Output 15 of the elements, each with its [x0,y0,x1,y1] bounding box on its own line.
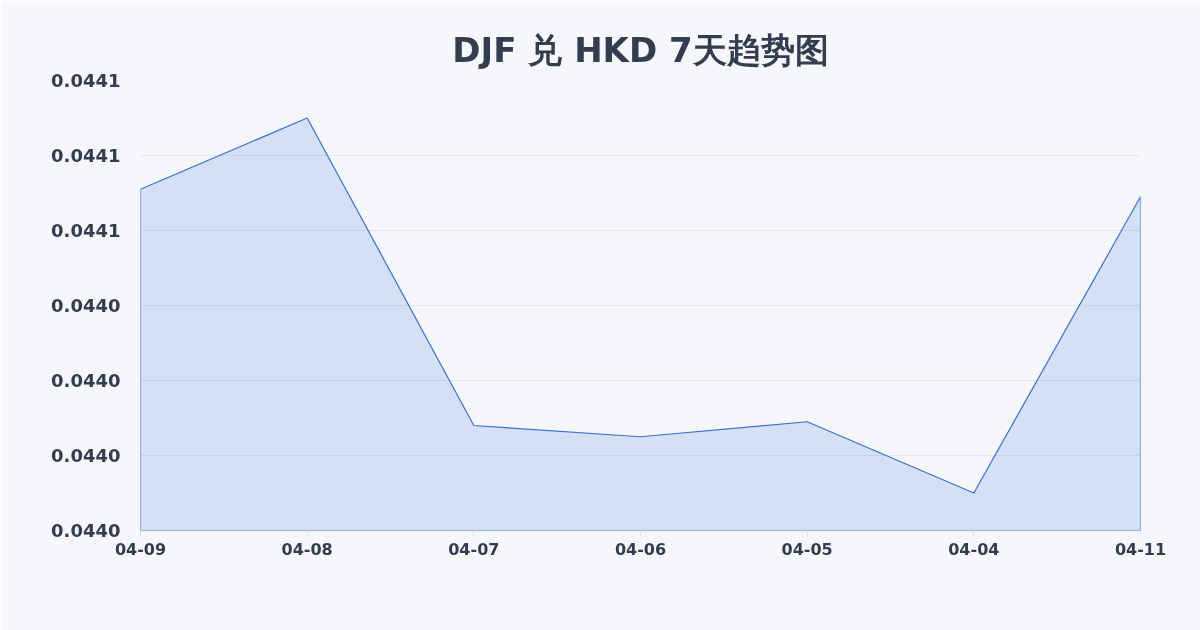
y-tick-label: 0.0441 [51,220,121,241]
y-tick-label: 0.0440 [51,370,121,391]
y-tick-label: 0.0441 [51,70,121,91]
y-tick-label: 0.0440 [51,295,121,316]
y-tick-label: 0.0441 [51,145,121,166]
x-tick-label: 04-05 [781,539,833,559]
y-tick-label: 0.0440 [51,445,121,466]
y-tick-label: 0.0440 [51,520,121,541]
x-tick-label: 04-06 [614,539,667,559]
chart-title: DJF 兑 HKD 7天趋势图 [452,29,829,70]
x-tick-label: 04-07 [448,539,500,559]
x-tick-label: 04-04 [948,539,1000,559]
x-tick-label: 04-08 [281,539,333,559]
x-tick-label: 04-11 [1114,539,1167,559]
x-tick-label: 04-09 [114,539,167,559]
